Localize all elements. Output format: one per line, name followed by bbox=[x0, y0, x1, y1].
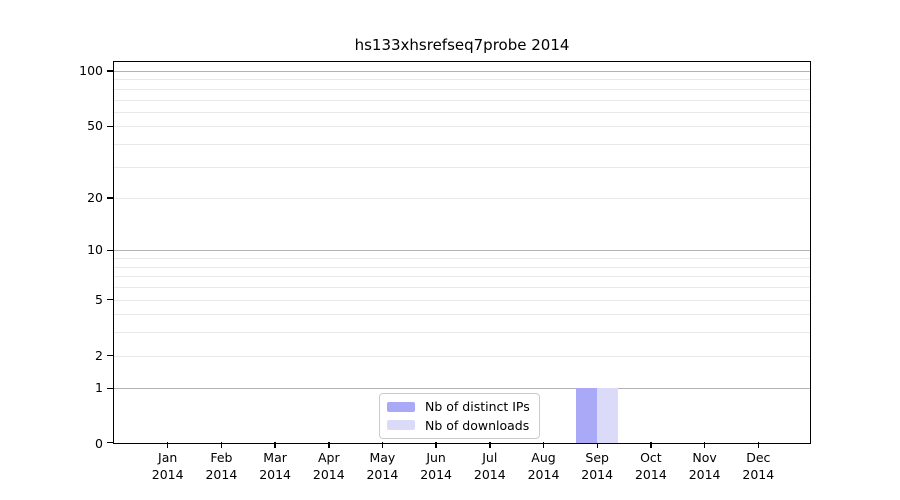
year-label: 2014 bbox=[366, 466, 399, 482]
year-label: 2014 bbox=[527, 466, 560, 482]
legend-swatch-downloads bbox=[387, 420, 415, 431]
x-tick-label-sep: Sep 2014 bbox=[567, 450, 627, 483]
y-tick-mark bbox=[106, 441, 113, 443]
gridline-minor-70 bbox=[114, 99, 810, 101]
x-tick-label-feb: Feb 2014 bbox=[191, 450, 251, 483]
gridline-minor-8 bbox=[114, 266, 810, 268]
year-label: 2014 bbox=[151, 466, 184, 482]
y-tick-label: 5 bbox=[95, 291, 103, 307]
month-label: Aug bbox=[531, 450, 556, 465]
gridline-minor-5 bbox=[114, 299, 810, 301]
year-label: 2014 bbox=[688, 466, 721, 482]
gridline-minor-4 bbox=[114, 314, 810, 316]
x-tick-mark bbox=[381, 442, 384, 448]
gridline-major-1 bbox=[114, 388, 810, 390]
gridline-major-10 bbox=[114, 250, 810, 252]
x-tick-mark bbox=[650, 442, 652, 448]
x-tick-mark bbox=[542, 442, 545, 448]
gridline-minor-50 bbox=[114, 126, 810, 128]
gridline-minor-6 bbox=[114, 287, 810, 288]
y-tick-label: 1 bbox=[95, 380, 103, 396]
month-label: Oct bbox=[640, 450, 662, 465]
month-label: Feb bbox=[210, 450, 233, 465]
year-label: 2014 bbox=[473, 466, 506, 482]
y-tick-label: 10 bbox=[87, 242, 103, 258]
x-tick-mark bbox=[220, 442, 223, 448]
year-label: 2014 bbox=[581, 466, 614, 482]
year-label: 2014 bbox=[742, 466, 775, 482]
y-tick-label: 2 bbox=[95, 347, 103, 363]
x-tick-mark bbox=[757, 442, 760, 448]
month-label: Nov bbox=[692, 450, 717, 465]
x-tick-mark bbox=[328, 442, 330, 448]
x-tick-label-dec: Dec 2014 bbox=[728, 450, 788, 483]
bar-distinct-ips-sep-2014 bbox=[576, 388, 598, 443]
y-tick-mark bbox=[106, 298, 113, 301]
x-tick-label-jan: Jan 2014 bbox=[138, 450, 198, 483]
chart-title: hs133xhsrefseq7probe 2014 bbox=[354, 36, 570, 54]
y-tick-mark bbox=[106, 197, 113, 199]
year-label: 2014 bbox=[259, 466, 291, 482]
x-tick-mark bbox=[489, 442, 491, 448]
y-tick-mark bbox=[106, 70, 113, 72]
gridline-minor-40 bbox=[114, 144, 810, 145]
y-tick-mark bbox=[106, 387, 113, 390]
year-label: 2014 bbox=[205, 466, 238, 482]
x-tick-label-nov: Nov 2014 bbox=[675, 450, 735, 483]
y-tick-mark bbox=[106, 354, 113, 357]
gridline-minor-20 bbox=[114, 198, 810, 200]
legend-item-distinct-ips: Nb of distinct IPs bbox=[387, 399, 530, 415]
year-label: 2014 bbox=[420, 466, 452, 482]
gridline-minor-60 bbox=[114, 111, 810, 113]
y-tick-label: 20 bbox=[87, 190, 103, 206]
x-tick-label-mar: Mar 2014 bbox=[245, 450, 305, 483]
y-tick-mark bbox=[106, 125, 113, 128]
month-label: Jul bbox=[482, 450, 498, 465]
legend-label-distinct-ips: Nb of distinct IPs bbox=[425, 399, 530, 414]
legend-label-downloads: Nb of downloads bbox=[425, 417, 530, 433]
legend-swatch-distinct-ips bbox=[387, 401, 415, 412]
gridline-minor-2 bbox=[114, 355, 810, 357]
x-tick-label-may: May 2014 bbox=[352, 450, 412, 483]
month-label: Dec bbox=[746, 450, 771, 465]
x-tick-label-oct: Oct 2014 bbox=[621, 450, 681, 483]
x-tick-mark bbox=[596, 442, 598, 448]
month-label: Mar bbox=[263, 450, 287, 465]
x-tick-mark bbox=[274, 442, 276, 448]
legend: Nb of distinct IPs Nb of downloads bbox=[379, 393, 540, 439]
month-label: Sep bbox=[585, 450, 609, 465]
gridline-minor-9 bbox=[114, 258, 810, 260]
gridline-minor-7 bbox=[114, 276, 810, 278]
gridline-minor-3 bbox=[114, 332, 810, 334]
y-tick-label: 50 bbox=[87, 118, 103, 134]
x-tick-mark bbox=[166, 442, 169, 448]
bar-downloads-sep-2014 bbox=[597, 388, 618, 443]
plot-area: 100 50 20 10 5 2 1 0 Jan 2014 Feb 2014 Mar… bbox=[79, 61, 811, 482]
month-label: Jan bbox=[158, 450, 178, 465]
month-label: Jun bbox=[426, 450, 446, 465]
month-label: Apr bbox=[317, 450, 340, 465]
year-label: 2014 bbox=[312, 466, 345, 482]
gridline-major-100 bbox=[114, 71, 810, 72]
month-label: May bbox=[369, 450, 396, 465]
x-tick-mark bbox=[703, 442, 706, 448]
gridline-minor-80 bbox=[114, 88, 810, 90]
legend-item-downloads: Nb of downloads bbox=[387, 418, 530, 434]
y-tick-label: 100 bbox=[79, 63, 103, 78]
x-tick-mark bbox=[435, 442, 437, 448]
y-tick-mark bbox=[106, 249, 113, 252]
x-tick-label-jun: Jun 2014 bbox=[406, 450, 466, 483]
gridline-minor-90 bbox=[114, 79, 810, 81]
gridline-minor-30 bbox=[114, 166, 810, 168]
x-tick-label-jul: Jul 2014 bbox=[460, 450, 520, 483]
y-tick-label: 0 bbox=[95, 435, 103, 451]
year-label: 2014 bbox=[634, 466, 667, 482]
x-tick-label-aug: Aug 2014 bbox=[514, 450, 574, 483]
x-tick-label-apr: Apr 2014 bbox=[299, 450, 359, 483]
